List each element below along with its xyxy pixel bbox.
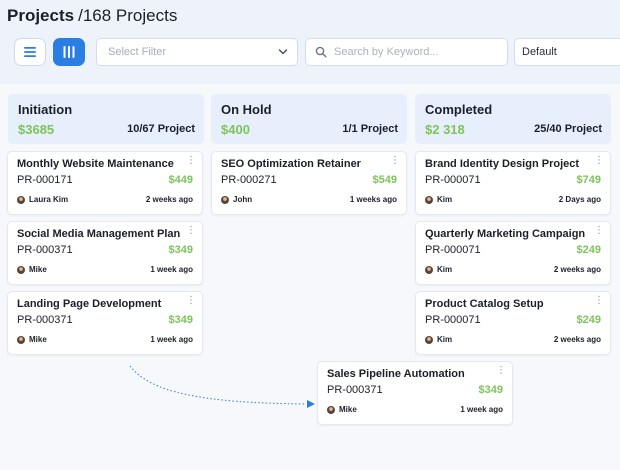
dragging-project-card[interactable]: Sales Pipeline Automation ⋮ PR-000371 $3… bbox=[317, 361, 513, 425]
card-title: Social Media Management Plan bbox=[17, 228, 181, 240]
card-timestamp: 1 weeks ago bbox=[349, 195, 397, 204]
more-options-icon[interactable]: ⋮ bbox=[496, 365, 506, 376]
search-box[interactable] bbox=[305, 38, 508, 66]
column-total: $400 bbox=[221, 122, 250, 137]
project-price: $249 bbox=[576, 244, 601, 256]
project-code: PR-000171 bbox=[17, 174, 73, 186]
assignee-name: Mike bbox=[29, 335, 47, 344]
column-name: On Hold bbox=[221, 102, 272, 117]
project-price: $749 bbox=[576, 174, 601, 186]
project-code: PR-000071 bbox=[425, 244, 481, 256]
card-timestamp: 1 week ago bbox=[460, 405, 503, 414]
filter-placeholder: Select Filter bbox=[108, 46, 167, 58]
avatar bbox=[425, 196, 433, 204]
filter-select[interactable]: Select Filter bbox=[96, 38, 298, 66]
assignee-name: Mike bbox=[339, 405, 357, 414]
project-code: PR-000071 bbox=[425, 314, 481, 326]
project-price: $349 bbox=[168, 314, 193, 326]
toolbar: Select Filter Default bbox=[0, 35, 620, 69]
project-card[interactable]: Brand Identity Design Project ⋮ PR-00007… bbox=[415, 151, 611, 215]
assignee-name: Laura Kim bbox=[29, 195, 69, 204]
avatar bbox=[327, 406, 335, 414]
sort-value: Default bbox=[522, 46, 557, 58]
column-name: Initiation bbox=[18, 102, 73, 117]
column-header-initiation: Initiation $3685 10/67 Project bbox=[8, 94, 204, 144]
project-code: PR-000071 bbox=[425, 174, 481, 186]
card-timestamp: 2 weeks ago bbox=[553, 335, 601, 344]
chevron-down-icon bbox=[278, 49, 288, 55]
card-timestamp: 2 weeks ago bbox=[553, 265, 601, 274]
column-total: $3685 bbox=[18, 122, 55, 137]
search-icon bbox=[315, 46, 327, 58]
assignee-name: Kim bbox=[437, 265, 453, 274]
page-title-text: Projects bbox=[7, 6, 75, 25]
card-title: Quarterly Marketing Campaign bbox=[425, 228, 586, 240]
project-code: PR-000271 bbox=[221, 174, 277, 186]
card-timestamp: 1 week ago bbox=[150, 335, 193, 344]
project-card[interactable]: SEO Optimization Retainer ⋮ PR-000271 $5… bbox=[211, 151, 407, 215]
board-view-button[interactable] bbox=[53, 38, 85, 66]
assignee-name: John bbox=[233, 195, 253, 204]
column-header-on-hold: On Hold $400 1/1 Project bbox=[211, 94, 407, 144]
project-price: $449 bbox=[168, 174, 193, 186]
more-options-icon[interactable]: ⋮ bbox=[594, 295, 604, 306]
project-price: $349 bbox=[168, 244, 193, 256]
list-view-button[interactable] bbox=[14, 38, 46, 66]
column-total: $2 318 bbox=[425, 122, 465, 137]
column-project-count: 25/40 Project bbox=[534, 123, 602, 135]
more-options-icon[interactable]: ⋮ bbox=[186, 295, 196, 306]
avatar bbox=[425, 336, 433, 344]
avatar bbox=[17, 336, 25, 344]
card-title: Sales Pipeline Automation bbox=[327, 368, 465, 380]
more-options-icon[interactable]: ⋮ bbox=[594, 155, 604, 166]
search-input[interactable] bbox=[334, 43, 502, 61]
project-card[interactable]: Monthly Website Maintenance ⋮ PR-000171 … bbox=[7, 151, 203, 215]
card-timestamp: 2 weeks ago bbox=[145, 195, 193, 204]
project-card[interactable]: Product Catalog Setup ⋮ PR-000071 $249 K… bbox=[415, 291, 611, 355]
card-timestamp: 1 week ago bbox=[150, 265, 193, 274]
project-code: PR-000371 bbox=[17, 314, 73, 326]
assignee-name: Kim bbox=[437, 195, 453, 204]
card-timestamp: 2 Days ago bbox=[558, 195, 601, 204]
column-header-completed: Completed $2 318 25/40 Project bbox=[415, 94, 611, 144]
project-card[interactable]: Landing Page Development ⋮ PR-000371 $34… bbox=[7, 291, 203, 355]
assignee-name: Kim bbox=[437, 335, 453, 344]
column-project-count: 1/1 Project bbox=[342, 123, 398, 135]
project-price: $549 bbox=[372, 174, 397, 186]
card-title: Brand Identity Design Project bbox=[425, 158, 580, 170]
card-title: Landing Page Development bbox=[17, 298, 162, 310]
card-title: SEO Optimization Retainer bbox=[221, 158, 361, 170]
avatar bbox=[17, 266, 25, 274]
avatar bbox=[425, 266, 433, 274]
sort-select[interactable]: Default bbox=[514, 38, 620, 66]
more-options-icon[interactable]: ⋮ bbox=[186, 225, 196, 236]
project-code: PR-000371 bbox=[327, 384, 383, 396]
list-icon bbox=[24, 47, 36, 57]
column-project-count: 10/67 Project bbox=[127, 123, 195, 135]
project-price: $249 bbox=[576, 314, 601, 326]
more-options-icon[interactable]: ⋮ bbox=[186, 155, 196, 166]
avatar bbox=[221, 196, 229, 204]
project-count: /168 Projects bbox=[78, 6, 178, 25]
assignee-name: Mike bbox=[29, 265, 47, 274]
project-card[interactable]: Social Media Management Plan ⋮ PR-000371… bbox=[7, 221, 203, 285]
top-bar: Projects/168 Projects Select Filter bbox=[0, 0, 620, 84]
project-price: $349 bbox=[478, 384, 503, 396]
more-options-icon[interactable]: ⋮ bbox=[594, 225, 604, 236]
avatar bbox=[17, 196, 25, 204]
more-options-icon[interactable]: ⋮ bbox=[390, 155, 400, 166]
card-title: Monthly Website Maintenance bbox=[17, 158, 174, 170]
page-title: Projects/168 Projects bbox=[7, 6, 177, 26]
board-columns-icon bbox=[63, 46, 75, 58]
column-name: Completed bbox=[425, 102, 493, 117]
project-card[interactable]: Quarterly Marketing Campaign ⋮ PR-000071… bbox=[415, 221, 611, 285]
card-title: Product Catalog Setup bbox=[425, 298, 544, 310]
project-code: PR-000371 bbox=[17, 244, 73, 256]
